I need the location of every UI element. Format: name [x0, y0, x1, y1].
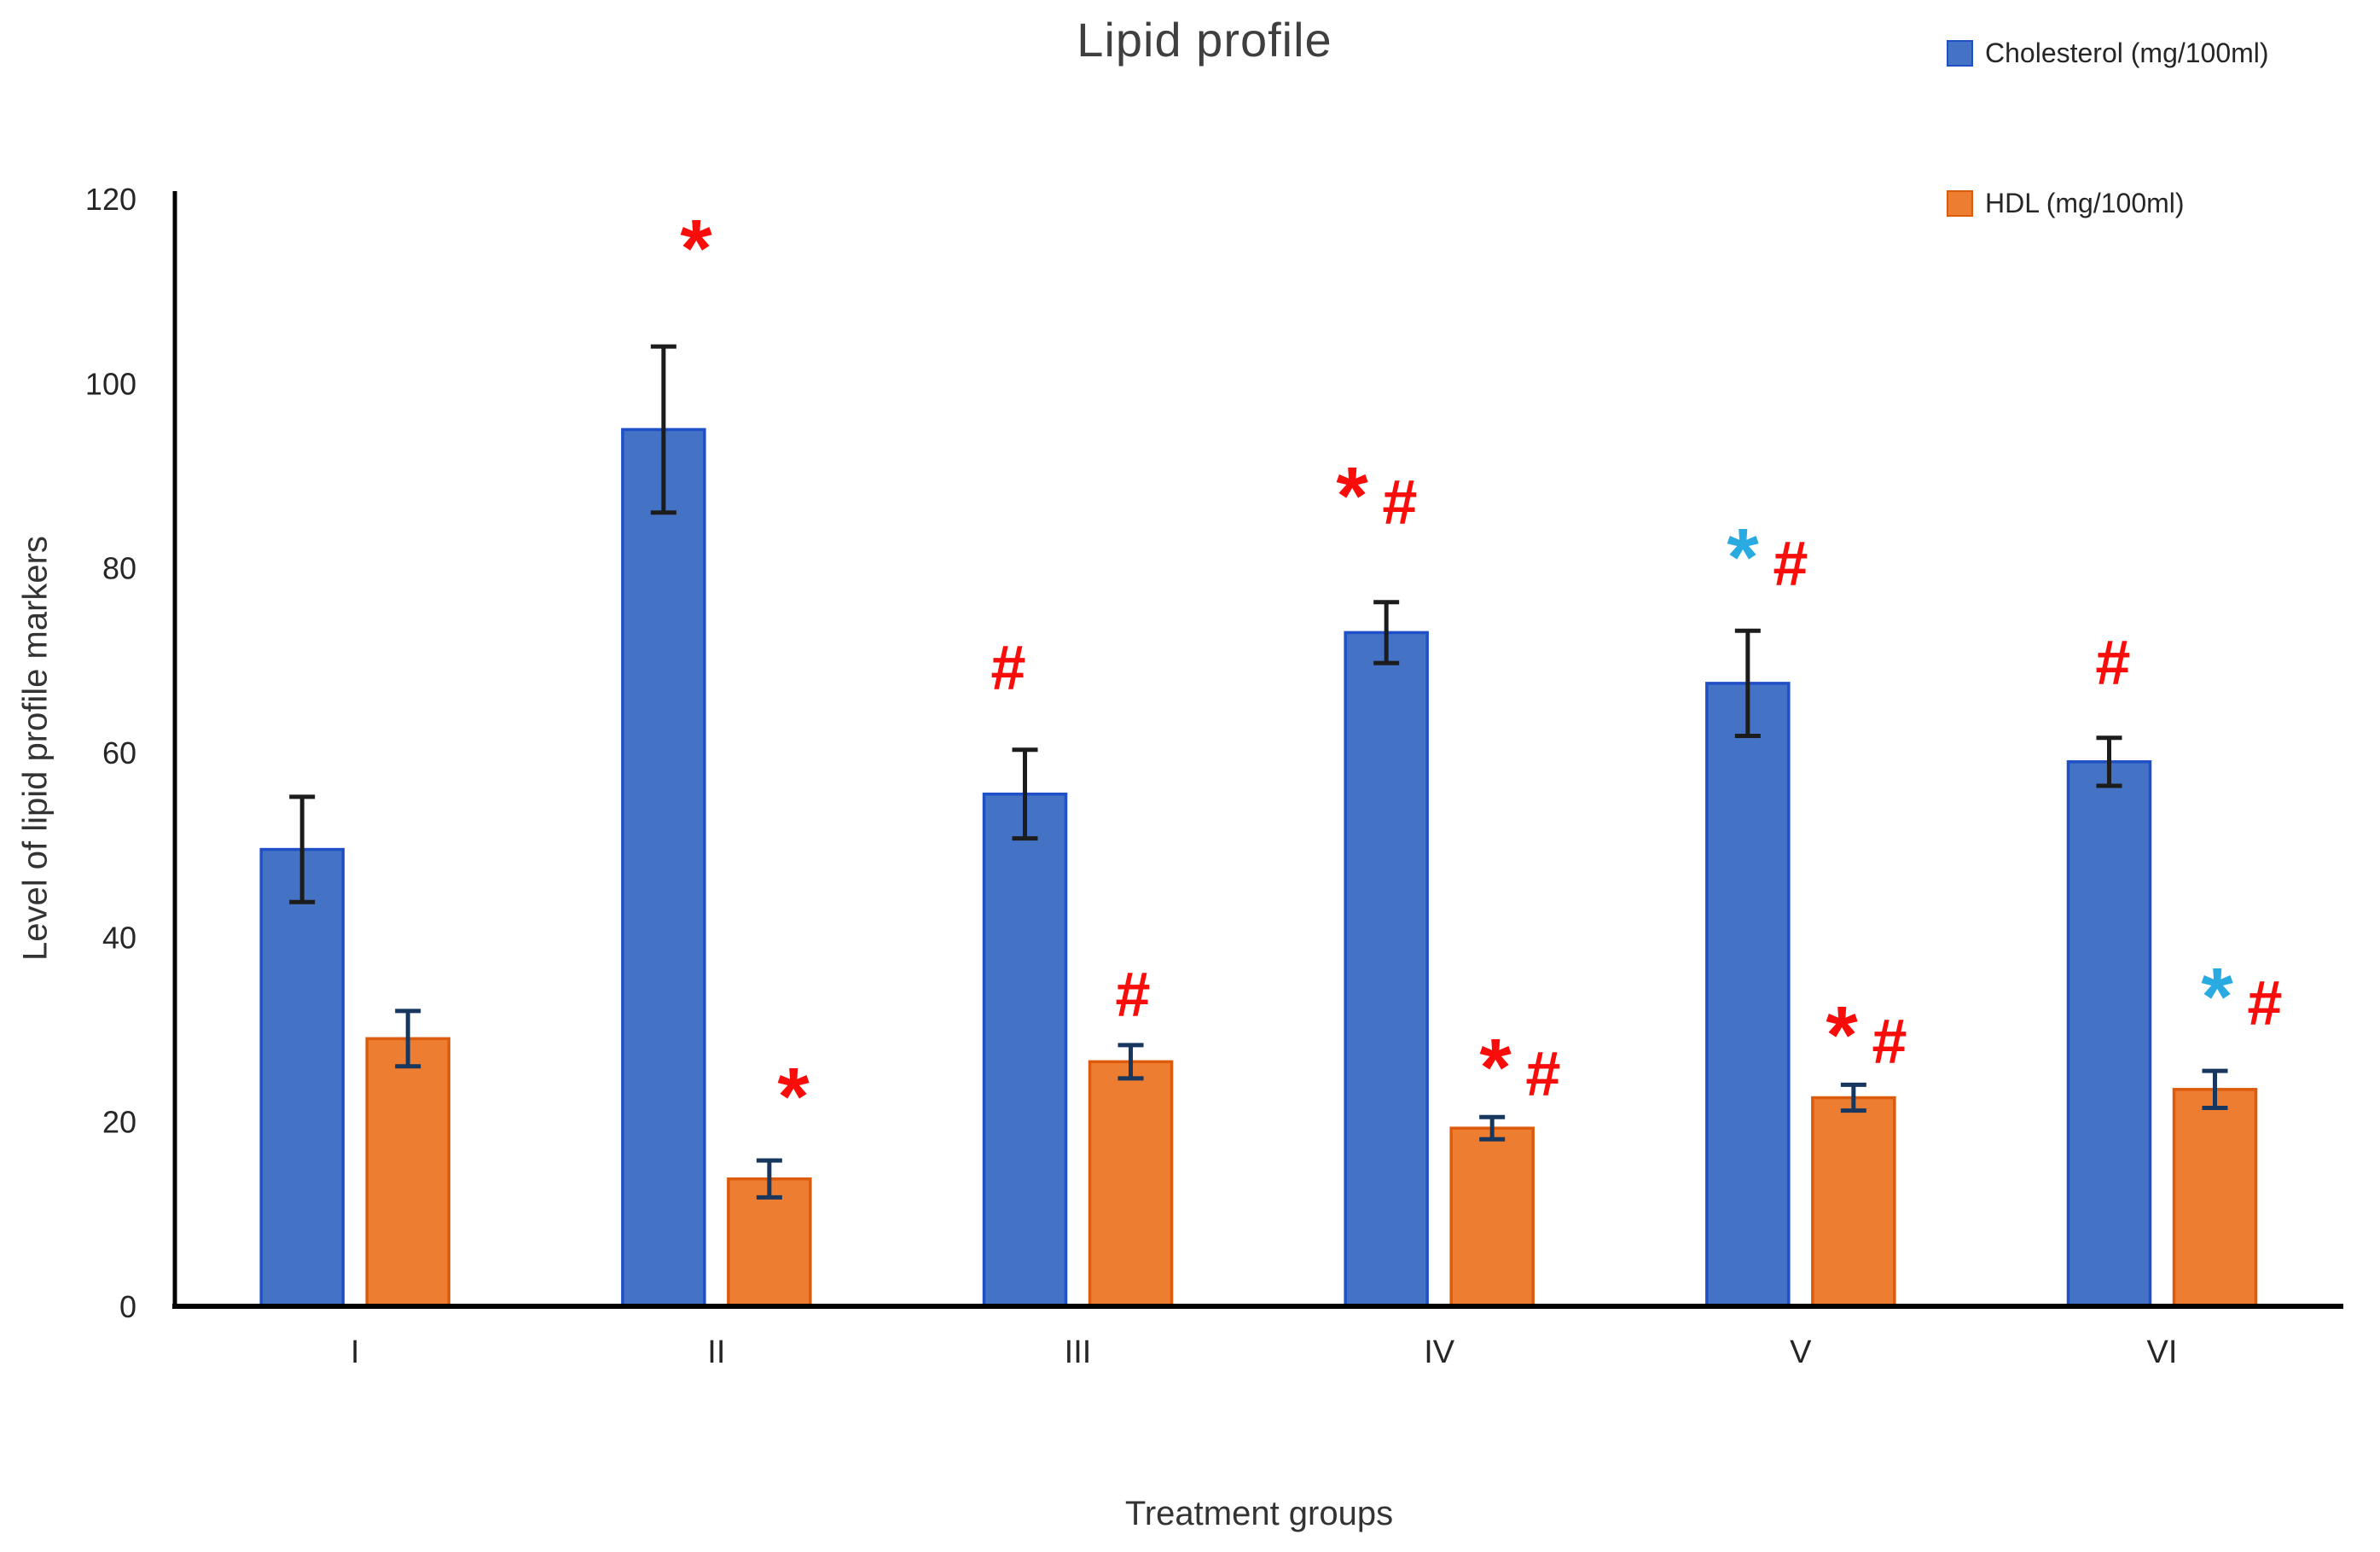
- significance-marker-asterisk: *: [1336, 450, 1368, 542]
- significance-marker-hash: #: [2247, 968, 2282, 1038]
- significance-marker-asterisk: *: [680, 203, 712, 294]
- x-category-label-V: V: [1790, 1334, 1812, 1370]
- significance-marker-hash: #: [2095, 627, 2130, 698]
- chart-title: Lipid profile: [1077, 13, 1332, 67]
- bar-cholesterol-I: [259, 847, 345, 1308]
- y-tick-label: 0: [119, 1289, 136, 1324]
- significance-marker-hash: #: [1872, 1006, 1907, 1077]
- bar-cholesterol-II: [621, 427, 706, 1308]
- x-axis-title: Treatment groups: [1124, 1495, 1394, 1532]
- bar-cholesterol-III: [982, 792, 1068, 1308]
- y-tick-label: 80: [102, 551, 136, 586]
- y-tick-label: 40: [102, 920, 136, 955]
- significance-marker-hash: #: [1773, 528, 1808, 599]
- y-tick-label: 100: [85, 366, 136, 401]
- significance-marker-hash: #: [1115, 959, 1150, 1030]
- significance-marker-asterisk: *: [1727, 512, 1759, 603]
- bar-cholesterol-V: [1705, 682, 1791, 1308]
- legend-item-cholesterol: Cholesterol (mg/100ml): [1947, 38, 2269, 69]
- bar-cholesterol-IV: [1344, 631, 1429, 1308]
- significance-marker-asterisk: *: [1826, 990, 1858, 1081]
- bar-hdl-I: [365, 1037, 450, 1308]
- y-tick-label: 20: [102, 1105, 136, 1140]
- legend-label-cholesterol: Cholesterol (mg/100ml): [1985, 38, 2269, 68]
- legend-item-hdl: HDL (mg/100ml): [1947, 188, 2185, 219]
- significance-marker-hash: #: [990, 632, 1025, 703]
- x-category-label-VI: VI: [2147, 1334, 2178, 1370]
- bar-hdl-IV: [1449, 1126, 1535, 1308]
- x-category-label-IV: IV: [1424, 1334, 1455, 1370]
- bar-cholesterol-VI: [2066, 760, 2152, 1308]
- significance-marker-hash: #: [1525, 1038, 1560, 1109]
- significance-marker-asterisk: *: [777, 1051, 810, 1142]
- legend-label-hdl: HDL (mg/100ml): [1985, 188, 2185, 218]
- bar-hdl-V: [1811, 1096, 1896, 1308]
- y-tick-label: 120: [85, 182, 136, 217]
- x-category-label-I: I: [351, 1334, 360, 1370]
- cholesterol-swatch-icon: [1947, 40, 1973, 67]
- bar-hdl-III: [1088, 1060, 1174, 1308]
- x-category-label-III: III: [1065, 1334, 1092, 1370]
- significance-marker-asterisk: *: [2201, 951, 2233, 1043]
- bar-hdl-VI: [2172, 1088, 2258, 1308]
- y-tick-label: 60: [102, 735, 136, 770]
- x-category-label-II: II: [707, 1334, 725, 1370]
- hdl-swatch-icon: [1947, 190, 1973, 217]
- significance-marker-asterisk: *: [1479, 1022, 1512, 1113]
- significance-marker-hash: #: [1382, 467, 1417, 538]
